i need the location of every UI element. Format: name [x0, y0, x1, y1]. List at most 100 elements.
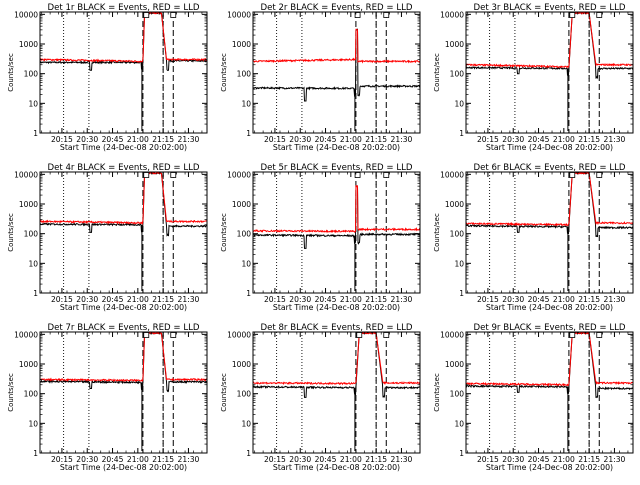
lld-series-line [40, 332, 207, 383]
y-tick-label: 1 [33, 129, 38, 138]
plot-frame [252, 331, 421, 454]
y-tick-label: 10 [241, 419, 251, 428]
lld-series-line [40, 12, 207, 63]
y-axis-label: Counts/sec [433, 213, 441, 252]
y-tick-label: 10000 [440, 10, 464, 19]
attenuator-marker [383, 332, 390, 338]
lld-series-line [253, 185, 420, 234]
x-axis-label: Start Time (24-Dec-08 20:02:00) [486, 303, 613, 312]
panel-title: Det 7r BLACK = Events, RED = LLD [47, 323, 199, 333]
attenuator-marker [569, 332, 576, 338]
x-tick-label: 21:00 [553, 135, 575, 144]
lld-series-line [466, 332, 633, 387]
x-axis-label: Start Time (24-Dec-08 20:02:00) [60, 303, 187, 312]
x-tick-label: 20:45 [315, 295, 337, 304]
x-tick-label: 20:45 [102, 295, 124, 304]
y-tick-label: 1000 [232, 200, 251, 209]
lld-series-line [40, 172, 207, 226]
x-tick-label: 20:45 [102, 135, 124, 144]
y-tick-label: 1 [33, 449, 38, 458]
x-tick-label: 20:15 [264, 455, 286, 464]
x-tick-label: 21:00 [127, 295, 149, 304]
events-series-line [40, 172, 207, 237]
attenuator-marker [383, 172, 390, 178]
x-tick-label: 20:30 [76, 455, 98, 464]
y-axis-label: Counts/sec [433, 373, 441, 412]
y-tick-label: 100 [24, 230, 39, 239]
x-tick-label: 20:30 [76, 135, 98, 144]
plot-frame [465, 171, 634, 294]
x-axis-label: Start Time (24-Dec-08 20:02:00) [273, 463, 400, 472]
y-tick-label: 1000 [19, 200, 38, 209]
y-tick-label: 10000 [440, 330, 464, 339]
x-tick-label: 20:30 [76, 295, 98, 304]
y-axis-label: Counts/sec [7, 213, 15, 252]
x-tick-label: 20:15 [477, 295, 499, 304]
x-tick-label: 21:30 [390, 455, 412, 464]
y-tick-label: 10 [241, 99, 251, 108]
plot-frame [39, 331, 208, 454]
y-tick-label: 1000 [232, 360, 251, 369]
y-tick-label: 100 [237, 390, 252, 399]
y-tick-label: 100 [24, 70, 39, 79]
y-tick-label: 10 [454, 99, 464, 108]
y-tick-label: 1 [459, 449, 464, 458]
x-tick-label: 20:45 [315, 455, 337, 464]
y-axis-label: Counts/sec [220, 373, 228, 412]
x-tick-label: 20:45 [528, 135, 550, 144]
panel-title: Det 8r BLACK = Events, RED = LLD [260, 323, 412, 333]
attenuator-marker [596, 172, 603, 178]
events-series-line [466, 172, 633, 238]
y-axis-label: Counts/sec [7, 53, 15, 92]
x-tick-label: 21:30 [177, 135, 199, 144]
y-tick-label: 1000 [445, 40, 464, 49]
x-tick-label: 21:30 [177, 455, 199, 464]
y-axis-label: Counts/sec [433, 53, 441, 92]
detector-panel: Det 2r BLACK = Events, RED = LLD 1 10 100 10… [220, 3, 421, 152]
x-axis-label: Start Time (24-Dec-08 20:02:00) [60, 143, 187, 152]
y-tick-label: 1 [459, 129, 464, 138]
attenuator-marker [569, 12, 576, 18]
y-tick-label: 1 [33, 289, 38, 298]
attenuator-marker [143, 332, 150, 338]
x-tick-label: 21:00 [340, 295, 362, 304]
x-axis-label: Start Time (24-Dec-08 20:02:00) [486, 463, 613, 472]
x-tick-label: 20:30 [289, 295, 311, 304]
panel-title: Det 2r BLACK = Events, RED = LLD [260, 3, 412, 13]
x-tick-label: 20:45 [528, 455, 550, 464]
plot-frame [252, 11, 421, 134]
events-series-line [466, 12, 633, 80]
y-tick-label: 100 [450, 70, 465, 79]
attenuator-marker [143, 12, 150, 18]
y-tick-label: 10000 [227, 330, 251, 339]
y-tick-label: 1 [246, 129, 251, 138]
events-series-line [466, 332, 633, 399]
events-series-line [40, 332, 207, 393]
y-tick-label: 10000 [440, 170, 464, 179]
plot-frame [252, 171, 421, 294]
x-axis-label: Start Time (24-Dec-08 20:02:00) [273, 303, 400, 312]
x-tick-label: 21:15 [578, 135, 600, 144]
attenuator-marker [383, 12, 390, 18]
events-series-line [40, 12, 207, 72]
lld-series-line [253, 28, 420, 64]
detector-panel: Det 6r BLACK = Events, RED = LLD 1 10 100 10… [433, 163, 634, 312]
y-tick-label: 10 [28, 99, 38, 108]
x-tick-label: 21:15 [578, 295, 600, 304]
y-tick-label: 100 [450, 390, 465, 399]
y-tick-label: 1 [459, 289, 464, 298]
x-tick-label: 21:30 [603, 455, 625, 464]
lld-series-line [466, 172, 633, 227]
x-tick-label: 21:15 [578, 455, 600, 464]
x-tick-label: 20:15 [477, 455, 499, 464]
detector-panel: Det 8r BLACK = Events, RED = LLD 1 10 100 10… [220, 323, 421, 472]
attenuator-marker [170, 332, 177, 338]
y-axis-label: Counts/sec [220, 213, 228, 252]
panel-title: Det 6r BLACK = Events, RED = LLD [473, 163, 625, 173]
attenuator-marker [596, 12, 603, 18]
x-tick-label: 21:00 [553, 295, 575, 304]
detector-panel: Det 1r BLACK = Events, RED = LLD 1 10 100 10… [7, 3, 208, 152]
x-tick-label: 21:30 [390, 135, 412, 144]
